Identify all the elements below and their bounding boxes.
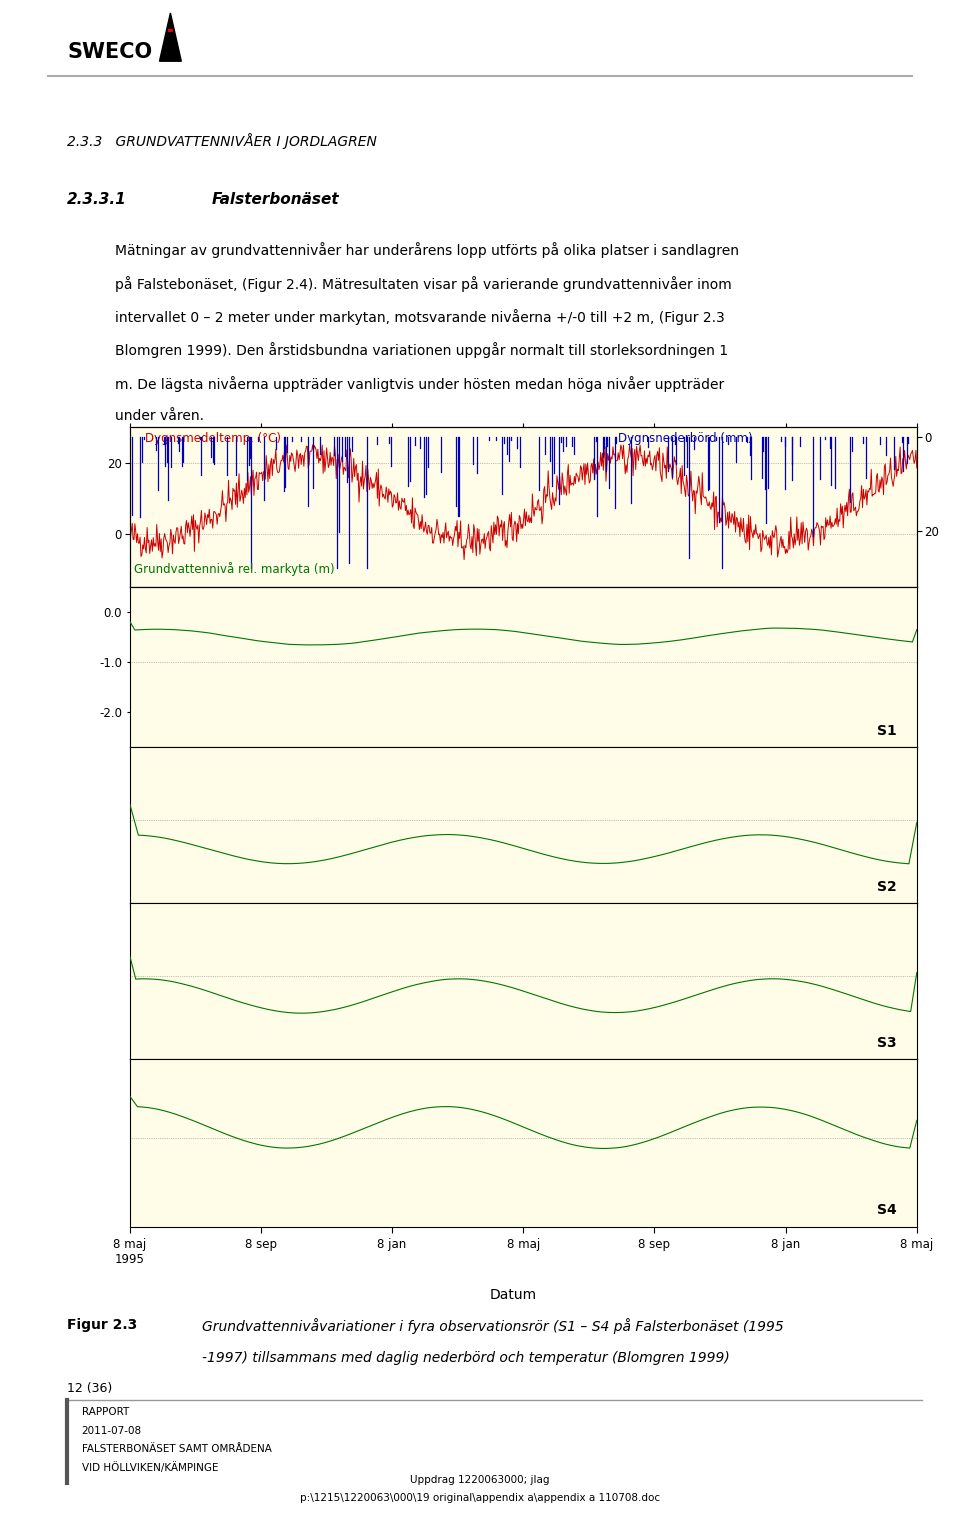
Text: S3: S3 xyxy=(877,1036,897,1050)
Text: 2.3.3.1: 2.3.3.1 xyxy=(67,192,127,208)
Text: Datum: Datum xyxy=(490,1288,538,1301)
Text: intervallet 0 – 2 meter under markytan, motsvarande nivåerna +/-0 till +2 m, (Fi: intervallet 0 – 2 meter under markytan, … xyxy=(115,309,725,326)
Text: på Falstebonäset, (Figur 2.4). Mätresultaten visar på varierande grundvattennivå: på Falstebonäset, (Figur 2.4). Mätresult… xyxy=(115,276,732,292)
Text: 2.3.3   GRUNDVATTENNIVÅER I JORDLAGREN: 2.3.3 GRUNDVATTENNIVÅER I JORDLAGREN xyxy=(67,133,377,150)
Text: FALSTERBONÄSET SAMT OMRÅDENA: FALSTERBONÄSET SAMT OMRÅDENA xyxy=(82,1444,272,1454)
Text: Grundvattennivå rel. markyta (m): Grundvattennivå rel. markyta (m) xyxy=(134,562,335,576)
Text: Falsterbonäset: Falsterbonäset xyxy=(211,192,339,208)
Text: Mätningar av grundvattennivåer har underårens lopp utförts på olika platser i sa: Mätningar av grundvattennivåer har under… xyxy=(115,242,739,259)
Text: S4: S4 xyxy=(877,1203,897,1217)
Text: Uppdrag 1220063000; jlag: Uppdrag 1220063000; jlag xyxy=(410,1474,550,1485)
Text: S1: S1 xyxy=(877,724,897,738)
Polygon shape xyxy=(159,14,181,61)
Text: p:\1215\1220063\000\19 original\appendix a\appendix a 110708.doc: p:\1215\1220063\000\19 original\appendix… xyxy=(300,1492,660,1503)
Text: S2: S2 xyxy=(877,880,897,894)
Text: -1997) tillsammans med daglig nederbörd och temperatur (Blomgren 1999): -1997) tillsammans med daglig nederbörd … xyxy=(202,1351,730,1365)
Text: Dygnsmedeltemp. (°C): Dygnsmedeltemp. (°C) xyxy=(145,432,281,445)
Text: RAPPORT: RAPPORT xyxy=(82,1407,129,1418)
Text: VID HÖLLVIKEN/KÄMPINGE: VID HÖLLVIKEN/KÄMPINGE xyxy=(82,1462,218,1473)
Text: Dygnsnederbörd (mm): Dygnsnederbörd (mm) xyxy=(617,432,753,445)
Text: SWECO: SWECO xyxy=(67,42,153,62)
Text: m. De lägsta nivåerna uppträder vanligtvis under hösten medan höga nivåer uppträ: m. De lägsta nivåerna uppträder vanligtv… xyxy=(115,376,725,392)
Text: under våren.: under våren. xyxy=(115,409,204,423)
Text: Grundvattennivåvariationer i fyra observationsrör (S1 – S4 på Falsterbonäset (19: Grundvattennivåvariationer i fyra observ… xyxy=(202,1318,783,1335)
Text: 2011-07-08: 2011-07-08 xyxy=(82,1426,142,1436)
Text: 12 (36): 12 (36) xyxy=(67,1382,112,1395)
Text: Blomgren 1999). Den årstidsbundna variationen uppgår normalt till storleksordnin: Blomgren 1999). Den årstidsbundna variat… xyxy=(115,342,729,359)
Text: Figur 2.3: Figur 2.3 xyxy=(67,1318,137,1332)
